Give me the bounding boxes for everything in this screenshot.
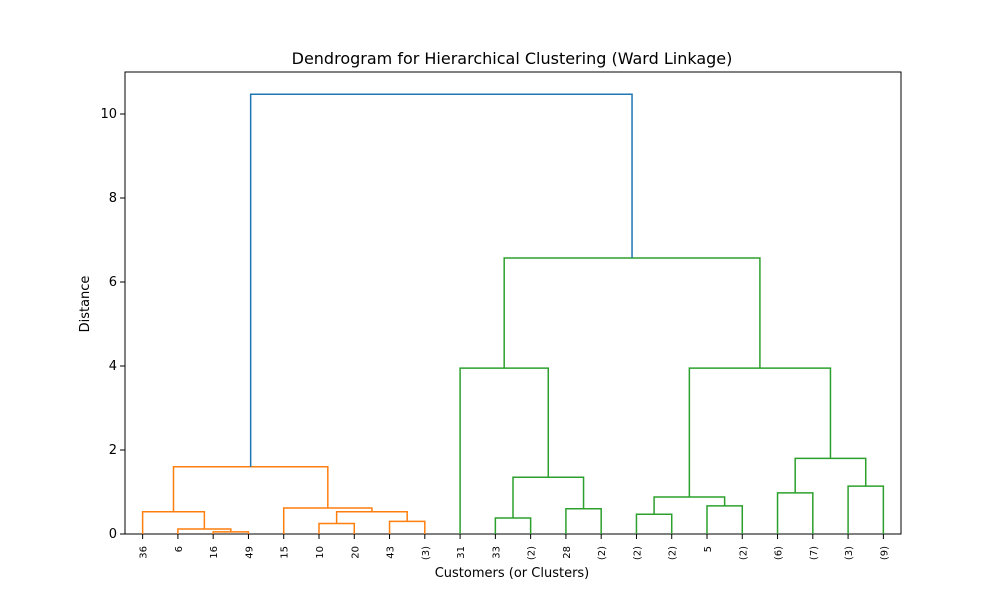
dendrogram-link <box>635 513 673 534</box>
x-tick-label: 15 <box>280 546 291 559</box>
x-tick-label: 43 <box>386 546 397 559</box>
x-tick-label: (3) <box>844 546 855 560</box>
dendrogram-link <box>388 520 426 534</box>
dendrogram-link <box>776 492 814 534</box>
dendrogram-link <box>249 93 633 467</box>
dendrogram-link <box>459 367 550 534</box>
dendrogram-link <box>847 485 885 534</box>
x-tick-label: (2) <box>632 546 643 560</box>
x-tick-label: (3) <box>421 546 432 560</box>
y-tick-label: 4 <box>109 359 117 374</box>
x-tick-label: 36 <box>139 546 150 559</box>
dendrogram-link <box>172 466 329 512</box>
y-tick-label: 2 <box>109 443 117 458</box>
x-tick-label: (2) <box>597 546 608 560</box>
y-tick-label: 8 <box>109 191 117 206</box>
dendrogram-link <box>318 522 356 534</box>
x-tick-label: 6 <box>174 546 185 552</box>
y-tick-label: 10 <box>100 107 117 122</box>
x-tick-label: 20 <box>350 546 361 559</box>
dendrogram-link <box>141 510 206 534</box>
x-tick-label: (7) <box>809 546 820 560</box>
dendrogram-link <box>503 257 761 369</box>
plot-area <box>124 71 902 535</box>
y-tick-label: 0 <box>109 527 117 542</box>
x-tick-label: 28 <box>562 546 573 559</box>
x-tick-label: 10 <box>315 546 326 559</box>
axis-ticks: 36 6 16 49 15 10 20 43 (3) 31 33 (2) 28 (2) (2) (2) 5 (2)… <box>100 107 890 560</box>
dendrogram-link <box>565 508 602 534</box>
dendrogram-link <box>706 505 744 534</box>
x-tick-label: 33 <box>491 546 502 559</box>
chart-title: Dendrogram for Hierarchical Clustering (… <box>292 49 733 68</box>
y-tick-label: 6 <box>109 275 117 290</box>
x-tick-label: (2) <box>668 546 679 560</box>
x-tick-label: (2) <box>527 546 538 560</box>
x-axis-label: Customers (or Clusters) <box>435 566 590 581</box>
dendrogram-link <box>794 457 867 493</box>
x-tick-label: (2) <box>738 546 749 560</box>
x-tick-label: (9) <box>879 546 890 560</box>
y-axis-label: Distance <box>78 276 93 333</box>
x-tick-label: (6) <box>774 546 785 560</box>
x-tick-label: 5 <box>703 546 714 552</box>
dendrogram-link <box>688 367 832 498</box>
x-tick-label: 31 <box>456 546 467 559</box>
plot-frame <box>124 71 902 535</box>
dendrogram-link <box>494 517 532 534</box>
x-tick-label: 16 <box>209 546 220 559</box>
dendrogram-link <box>512 476 585 519</box>
x-tick-label: 49 <box>244 546 255 559</box>
